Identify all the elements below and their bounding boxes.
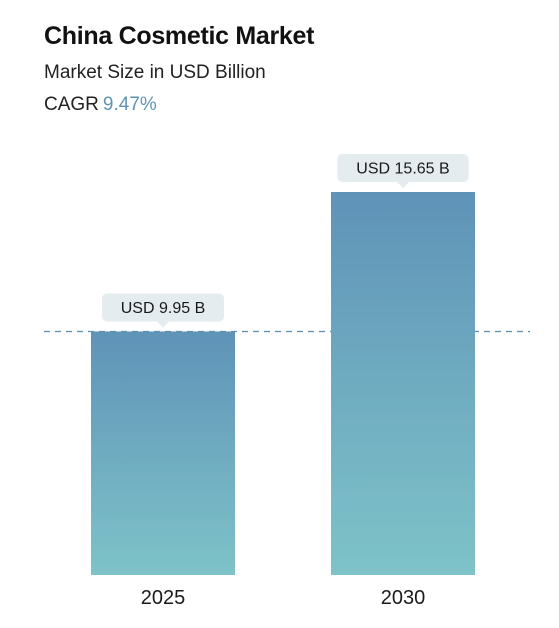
bar-2030 bbox=[331, 192, 475, 575]
cagr-line: CAGR 9.47% bbox=[44, 94, 157, 116]
chart-title: China Cosmetic Market bbox=[44, 22, 315, 50]
cagr-value: 9.47% bbox=[102, 94, 157, 115]
x-tick-label-2030: 2030 bbox=[381, 587, 426, 609]
value-label: USD 9.95 B bbox=[121, 300, 205, 317]
x-tick-label-2025: 2025 bbox=[141, 587, 186, 609]
chart-subtitle: Market Size in USD Billion bbox=[44, 62, 266, 83]
callout-box bbox=[102, 293, 224, 322]
value-label: USD 15.65 B bbox=[356, 161, 449, 178]
cagr-label: CAGR bbox=[44, 94, 99, 115]
callout-pointer bbox=[157, 321, 169, 328]
bar-2025 bbox=[91, 331, 235, 575]
value-callout-2025: USD 9.95 B bbox=[102, 293, 224, 328]
callout-box bbox=[337, 154, 469, 182]
value-callout-2030: USD 15.65 B bbox=[337, 154, 469, 188]
callout-pointer bbox=[397, 182, 409, 188]
